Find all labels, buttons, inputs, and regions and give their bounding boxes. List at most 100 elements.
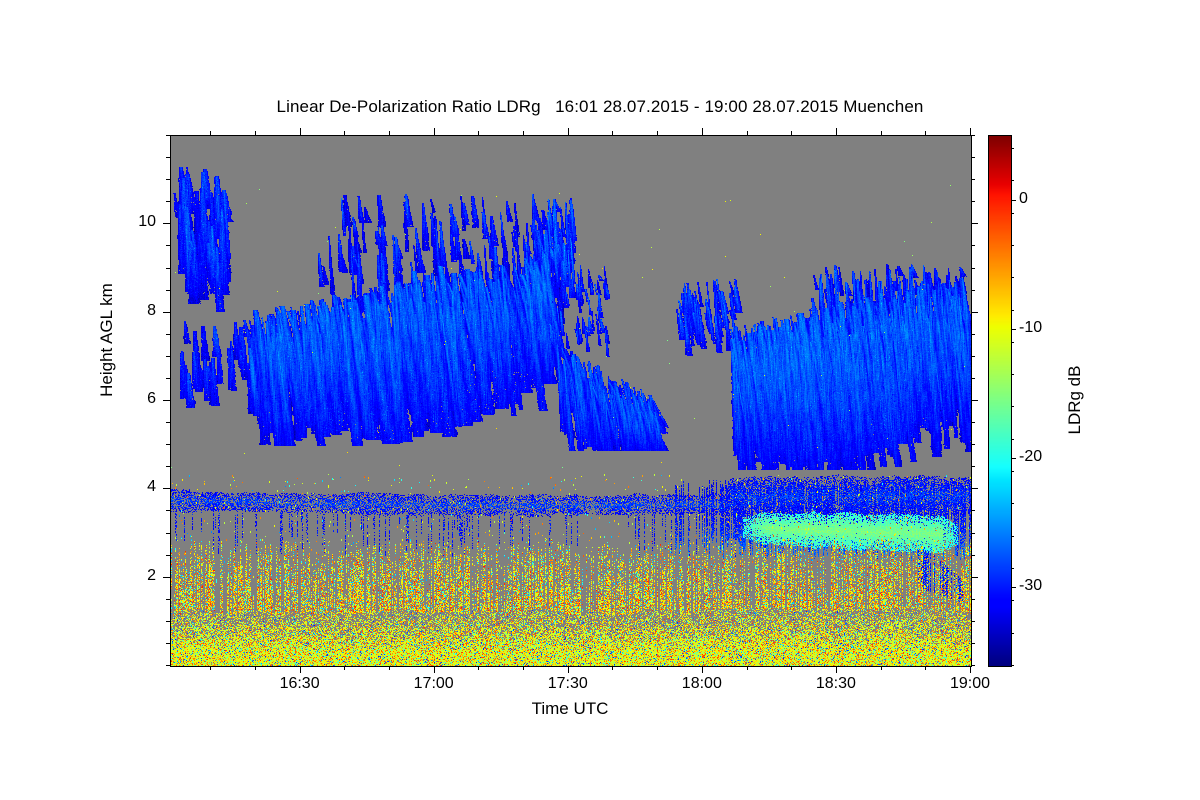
y-axis-minor-tick-right <box>971 510 975 511</box>
colorbar-minor-tick <box>1011 148 1014 149</box>
y-axis-major-tick <box>163 488 170 489</box>
y-axis-minor-tick-right <box>971 135 975 136</box>
colorbar <box>988 135 1012 667</box>
y-axis-major-tick-right <box>971 488 978 489</box>
y-axis-minor-tick <box>166 643 170 644</box>
y-axis-major-tick <box>163 223 170 224</box>
colorbar-minor-tick <box>1011 342 1014 343</box>
colorbar-gradient <box>989 136 1011 666</box>
colorbar-minor-tick <box>1011 439 1014 440</box>
colorbar-minor-tick <box>1011 213 1014 214</box>
y-axis-major-tick <box>163 400 170 401</box>
x-axis-tick-label: 16:30 <box>279 675 320 692</box>
y-axis-minor-tick <box>166 268 170 269</box>
x-axis-minor-tick-top <box>210 131 211 135</box>
x-axis-minor-tick <box>210 666 211 670</box>
y-axis-minor-tick-right <box>971 356 975 357</box>
x-axis-minor-tick <box>747 666 748 670</box>
y-axis-minor-tick <box>166 157 170 158</box>
colorbar-tick-label: 0 <box>1019 189 1028 207</box>
colorbar-minor-tick <box>1011 665 1014 666</box>
y-axis-minor-tick <box>166 201 170 202</box>
x-axis-major-tick <box>434 666 435 673</box>
x-axis-major-tick <box>568 666 569 673</box>
plot-axes-area <box>170 135 972 667</box>
x-axis-minor-tick-top <box>523 131 524 135</box>
y-axis-minor-tick <box>166 510 170 511</box>
colorbar-minor-tick <box>1011 568 1014 569</box>
y-axis-tick-label: 6 <box>147 390 156 407</box>
y-axis-minor-tick-right <box>971 621 975 622</box>
y-axis-minor-tick <box>166 621 170 622</box>
y-axis-minor-tick-right <box>971 201 975 202</box>
x-axis-major-tick <box>300 666 301 673</box>
colorbar-minor-tick <box>1011 245 1014 246</box>
x-axis-tick-label: 17:30 <box>547 675 588 692</box>
x-axis-major-tick-top <box>970 128 971 135</box>
x-axis-minor-tick <box>791 666 792 670</box>
x-axis-minor-tick <box>881 666 882 670</box>
y-axis-minor-tick-right <box>971 533 975 534</box>
y-axis-minor-tick-right <box>971 422 975 423</box>
y-axis-minor-tick-right <box>971 555 975 556</box>
y-axis-minor-tick <box>166 179 170 180</box>
y-axis-minor-tick-right <box>971 179 975 180</box>
y-axis-minor-tick <box>166 665 170 666</box>
colorbar-major-tick <box>1011 458 1016 459</box>
x-axis-minor-tick <box>925 666 926 670</box>
x-axis-minor-tick-top <box>344 131 345 135</box>
colorbar-major-tick <box>1011 329 1016 330</box>
y-axis-minor-tick <box>166 334 170 335</box>
y-axis-minor-tick-right <box>971 334 975 335</box>
colorbar-minor-tick <box>1011 277 1014 278</box>
colorbar-tick-label: -10 <box>1019 318 1043 336</box>
x-axis-major-tick <box>970 666 971 673</box>
colorbar-label: LDRg dB <box>1065 365 1084 435</box>
x-axis-major-tick-top <box>836 128 837 135</box>
x-axis-minor-tick-top <box>657 131 658 135</box>
y-axis-minor-tick <box>166 533 170 534</box>
x-axis-minor-tick-top <box>478 131 479 135</box>
y-axis-minor-tick <box>166 378 170 379</box>
y-axis-minor-tick-right <box>971 290 975 291</box>
colorbar-minor-tick <box>1011 633 1014 634</box>
x-axis-minor-tick <box>255 666 256 670</box>
y-axis-major-tick-right <box>971 400 978 401</box>
y-axis-minor-tick-right <box>971 599 975 600</box>
x-axis-minor-tick-top <box>747 131 748 135</box>
colorbar-minor-tick <box>1011 536 1014 537</box>
y-axis-minor-tick <box>166 555 170 556</box>
x-axis-minor-tick <box>389 666 390 670</box>
x-axis-minor-tick <box>344 666 345 670</box>
x-axis-tick-label: 17:00 <box>413 675 454 692</box>
x-axis-minor-tick-top <box>255 131 256 135</box>
y-axis-major-tick-right <box>971 312 978 313</box>
y-axis-tick-label: 8 <box>147 301 156 319</box>
plot-title: Linear De-Polarization Ratio LDRg 16:01 … <box>276 97 924 116</box>
y-axis-minor-tick-right <box>971 643 975 644</box>
y-axis-minor-tick-right <box>971 157 975 158</box>
y-axis-minor-tick <box>166 422 170 423</box>
colorbar-minor-tick <box>1011 471 1014 472</box>
colorbar-minor-tick <box>1011 310 1014 311</box>
x-axis-minor-tick-top <box>612 131 613 135</box>
colorbar-minor-tick <box>1011 180 1014 181</box>
y-axis-tick-label: 10 <box>138 213 156 231</box>
colorbar-tick-label: -30 <box>1019 577 1043 595</box>
y-axis-major-tick <box>163 312 170 313</box>
x-axis-major-tick-top <box>434 128 435 135</box>
y-axis-minor-tick <box>166 135 170 136</box>
x-axis-tick-label: 18:30 <box>815 675 856 692</box>
y-axis-minor-tick <box>166 290 170 291</box>
x-axis-minor-tick-top <box>925 131 926 135</box>
x-axis-major-tick <box>702 666 703 673</box>
x-axis-minor-tick <box>478 666 479 670</box>
y-axis-major-tick-right <box>971 223 978 224</box>
y-axis-minor-tick-right <box>971 378 975 379</box>
x-axis-major-tick <box>836 666 837 673</box>
heatmap-data-canvas <box>171 136 971 666</box>
x-axis-minor-tick-top <box>389 131 390 135</box>
x-axis-minor-tick <box>657 666 658 670</box>
x-axis-minor-tick-top <box>881 131 882 135</box>
y-axis-minor-tick-right <box>971 268 975 269</box>
